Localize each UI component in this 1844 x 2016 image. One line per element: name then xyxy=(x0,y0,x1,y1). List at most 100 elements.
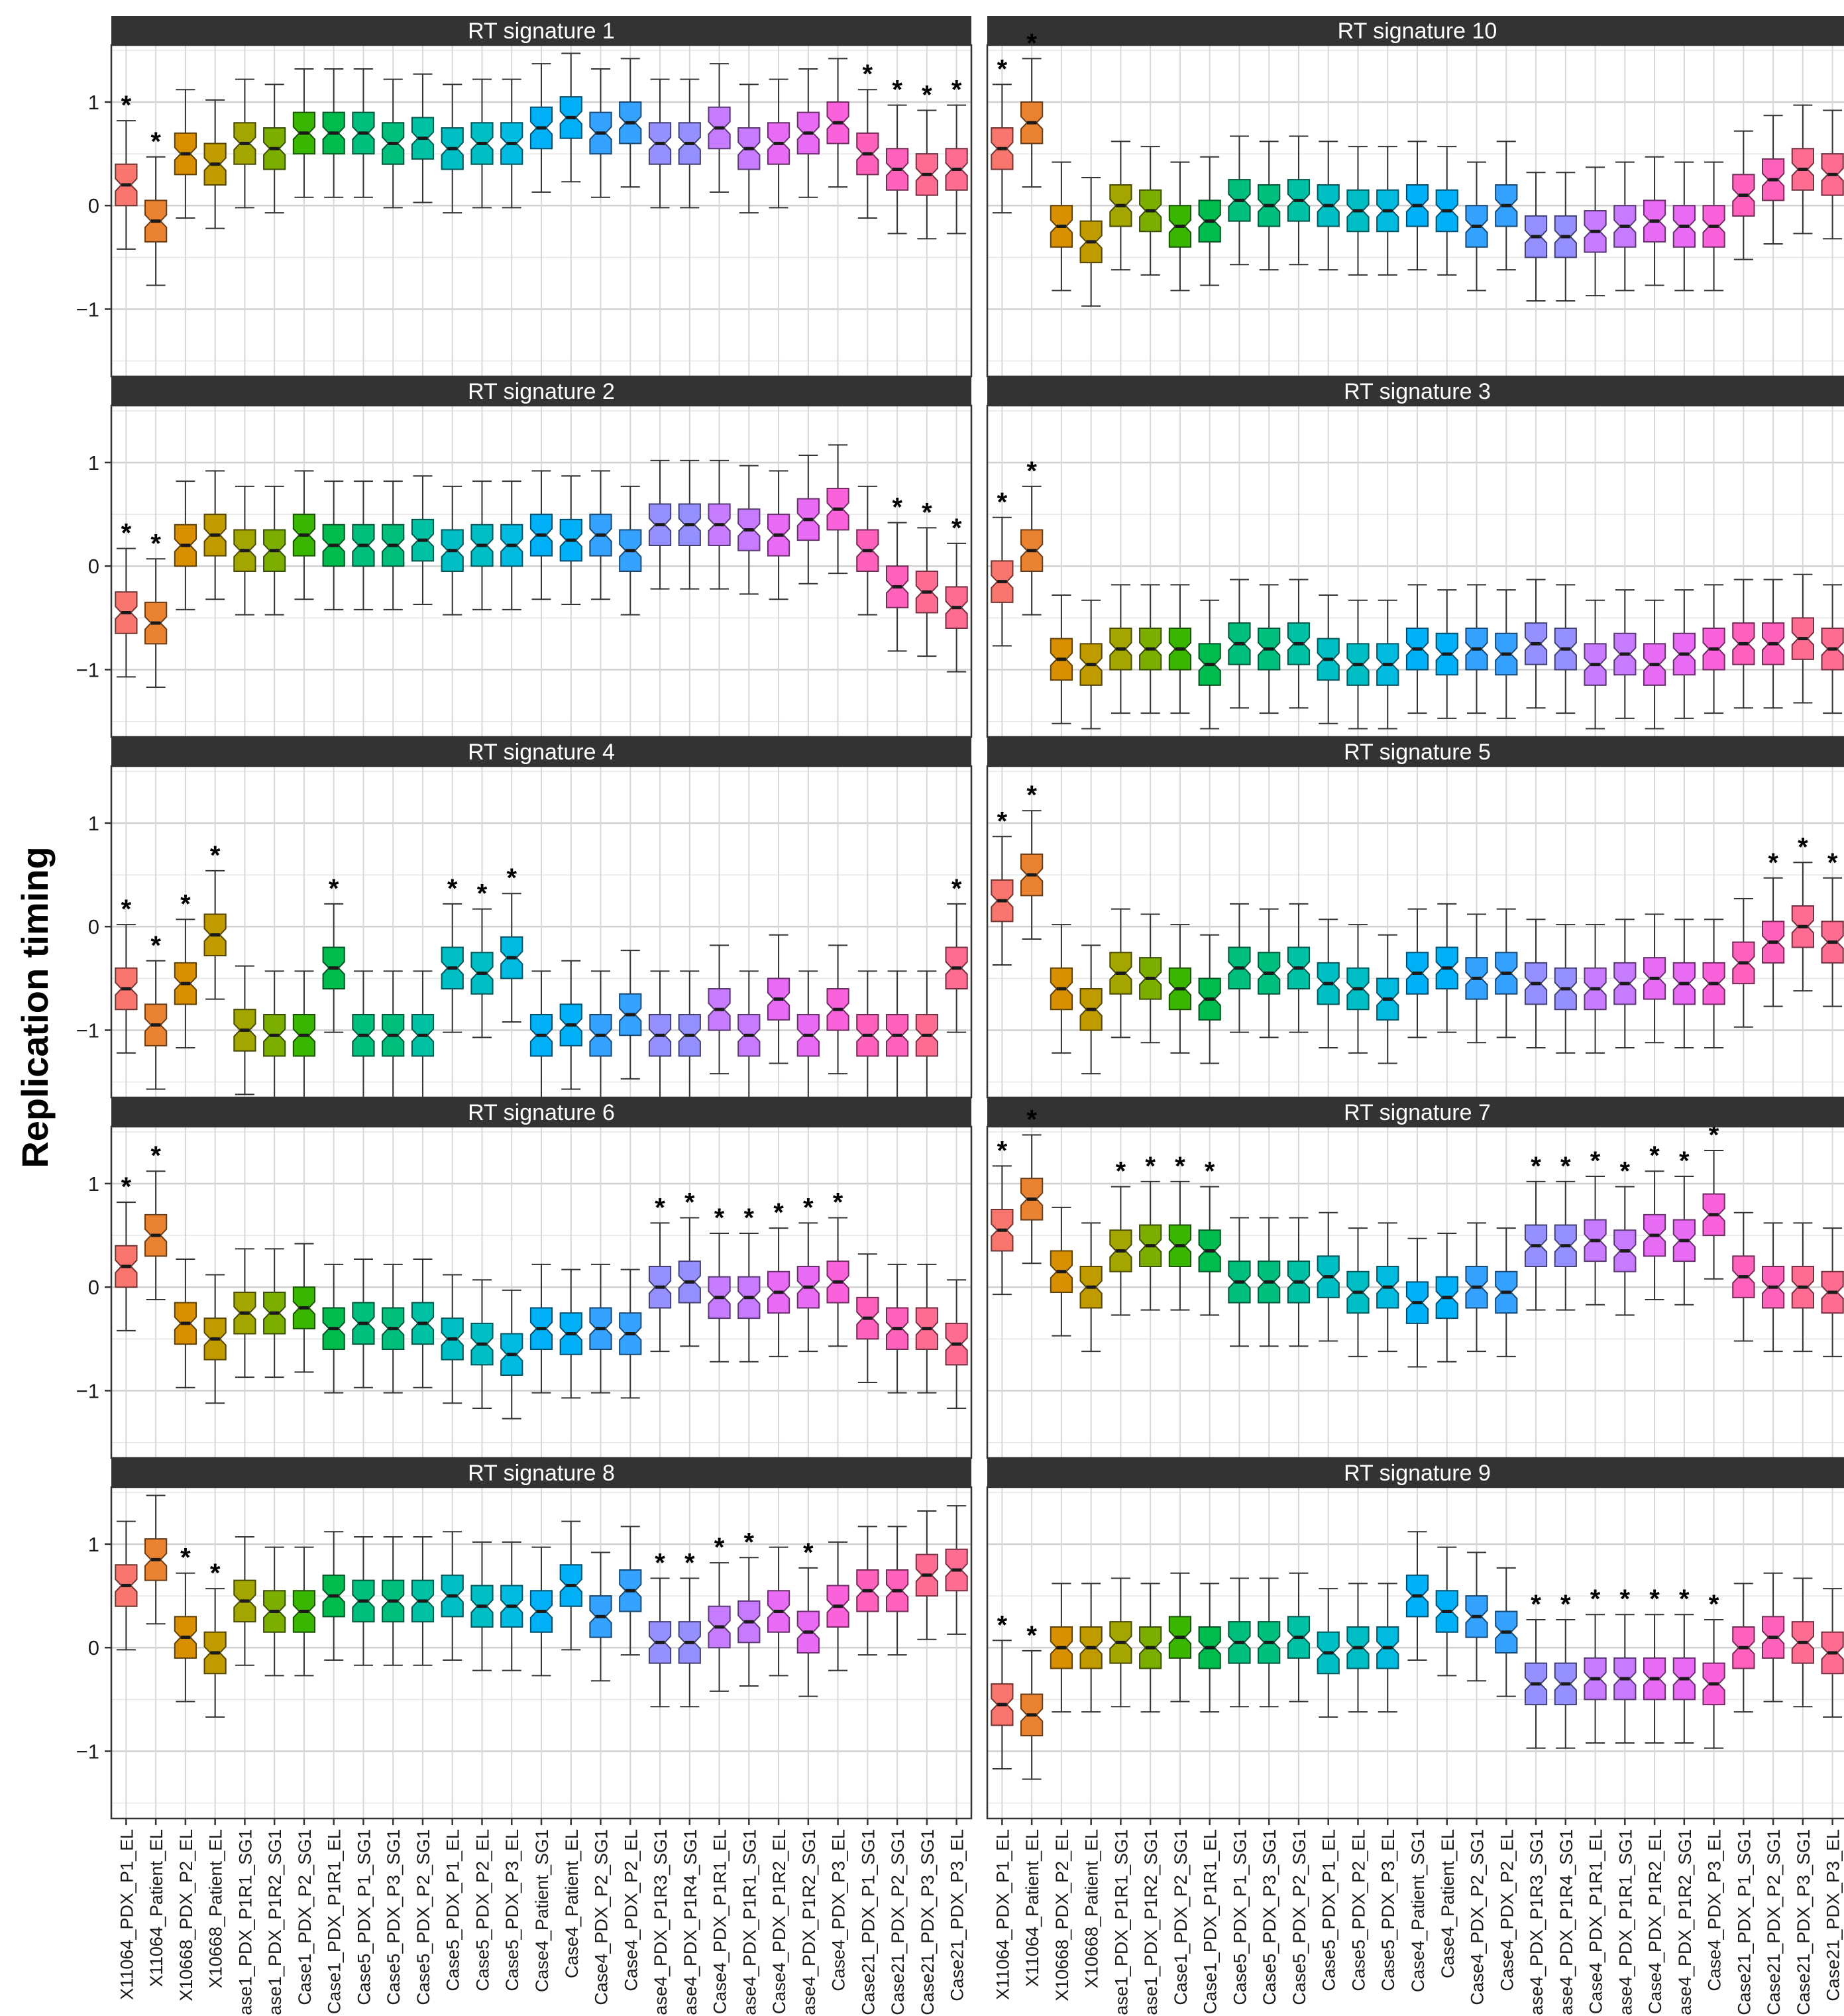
significance-star: * xyxy=(997,1610,1008,1640)
box-4 xyxy=(203,470,227,600)
box-24: * xyxy=(1672,1147,1696,1306)
box-11 xyxy=(1287,1572,1311,1703)
panel-title: RT signature 10 xyxy=(1338,19,1497,44)
y-tick-label: 1 xyxy=(88,1533,99,1556)
box-16 xyxy=(559,475,582,605)
significance-star: * xyxy=(121,519,132,548)
x-tick-label: Case5_PDX_P3_EL xyxy=(1378,1829,1398,1991)
x-tick-label: Case21_PDX_P3_EL xyxy=(1823,1829,1843,2001)
significance-star: * xyxy=(477,879,488,909)
box-24: * xyxy=(796,1193,820,1353)
box-18 xyxy=(619,1526,642,1656)
x-tick-label: Case4_PDX_P2_SG1 xyxy=(1468,1829,1488,2005)
x-tick-label: Case4_PDX_P1R2_SG1 xyxy=(799,1829,819,2016)
x-tick-label: Case4_PDX_P1R1_SG1 xyxy=(1615,1829,1635,2016)
box-11 xyxy=(1287,579,1311,709)
box-3 xyxy=(1050,924,1073,1054)
significance-star: * xyxy=(1026,457,1037,486)
box-22: * xyxy=(1613,1585,1637,1744)
y-tick-label: −1 xyxy=(76,298,99,321)
box-9 xyxy=(1228,903,1251,1033)
panel-title: RT signature 9 xyxy=(1344,1461,1491,1486)
box-25 xyxy=(1702,919,1725,1048)
box-23 xyxy=(767,78,790,209)
box-15 xyxy=(529,1546,553,1677)
box-25 xyxy=(826,58,849,188)
significance-star: * xyxy=(833,1188,843,1217)
box-20 xyxy=(1554,584,1577,714)
box-19: * xyxy=(648,1549,672,1708)
x-tick-label: Case4_PDX_P1R1_EL xyxy=(710,1829,730,2014)
box-5 xyxy=(1109,584,1132,714)
box-19: * xyxy=(1524,1590,1548,1749)
x-tick-label: Case1_PDX_P1R2_SG1 xyxy=(1141,1829,1161,2016)
x-tick-label: Case21_PDX_P3_EL xyxy=(948,1829,967,2001)
significance-star: * xyxy=(1560,1152,1571,1181)
box-13 xyxy=(470,1541,494,1671)
box-5: * xyxy=(1109,1157,1132,1316)
x-tick-label: Case21_PDX_P2_SG1 xyxy=(1764,1829,1784,2015)
box-8 xyxy=(322,68,345,198)
box-19 xyxy=(1524,172,1548,302)
box-15 xyxy=(1405,908,1429,1038)
box-28: * xyxy=(915,80,938,240)
box-19 xyxy=(1524,579,1548,709)
box-18 xyxy=(619,58,642,188)
box-26 xyxy=(856,485,879,616)
box-20: * xyxy=(1554,1152,1577,1311)
box-8 xyxy=(1198,1583,1221,1713)
box-14 xyxy=(1376,599,1399,730)
x-tick-label: Case4_PDX_P1R2_EL xyxy=(769,1829,789,2014)
box-6 xyxy=(263,84,286,214)
box-27 xyxy=(1761,1222,1785,1353)
box-29 xyxy=(1821,1588,1844,1718)
box-12 xyxy=(441,1531,464,1661)
y-tick-label: 0 xyxy=(88,555,99,578)
x-tick-label: Case5_PDX_P2_EL xyxy=(1348,1829,1368,1991)
x-tick-label: Case4_PDX_P2_EL xyxy=(1497,1829,1517,1991)
box-6 xyxy=(263,970,286,1101)
x-tick-label: Case1_PDX_P1R1_EL xyxy=(325,1829,345,2014)
box-20: * xyxy=(1554,1590,1577,1749)
box-10 xyxy=(382,78,405,209)
box-9 xyxy=(1228,135,1251,266)
x-tick-label: Case1_PDX_P1R2_SG1 xyxy=(265,1829,285,2016)
box-3 xyxy=(1050,1583,1073,1713)
significance-star: * xyxy=(997,1136,1008,1165)
y-tick-label: 0 xyxy=(88,1276,99,1299)
panel-strip xyxy=(111,16,971,45)
box-21: * xyxy=(708,1204,731,1363)
y-tick-label: 1 xyxy=(88,812,99,835)
box-3 xyxy=(174,89,197,219)
box-12 xyxy=(1317,1211,1340,1342)
box-21: * xyxy=(1584,1147,1607,1306)
significance-star: * xyxy=(180,1543,191,1573)
significance-star: * xyxy=(684,1188,695,1217)
box-18 xyxy=(1495,908,1518,1038)
y-axis-label: Replication timing xyxy=(14,846,56,1168)
significance-star: * xyxy=(714,1533,725,1562)
y-tick-label: 1 xyxy=(88,91,99,114)
x-tick-label: Case4_PDX_P1R4_SG1 xyxy=(680,1829,700,2016)
box-4 xyxy=(1079,177,1103,307)
box-12: * xyxy=(441,874,464,1033)
box-7 xyxy=(292,1243,316,1373)
x-tick-label: Case5_PDX_P3_SG1 xyxy=(1260,1829,1279,2005)
significance-star: * xyxy=(1026,781,1037,810)
box-6 xyxy=(1139,913,1162,1044)
box-22 xyxy=(1613,161,1637,292)
x-tick-label: Case5_PDX_P1_SG1 xyxy=(354,1829,374,2005)
box-8 xyxy=(1198,934,1221,1064)
box-6 xyxy=(1139,1583,1162,1713)
box-14: * xyxy=(500,864,523,1023)
significance-star: * xyxy=(863,60,873,89)
x-tick-label: Case4_PDX_P1R3_SG1 xyxy=(651,1829,671,2016)
significance-star: * xyxy=(121,1172,132,1202)
y-tick-label: 1 xyxy=(88,1172,99,1196)
box-16 xyxy=(559,52,582,183)
box-21 xyxy=(1584,166,1607,297)
box-16 xyxy=(559,1268,582,1399)
significance-star: * xyxy=(329,874,339,903)
panel-1: RT signature 1 * * * * * * −1 0 1 xyxy=(76,16,973,378)
x-tick-label: Case1_PDX_P1R1_SG1 xyxy=(1111,1829,1131,2016)
